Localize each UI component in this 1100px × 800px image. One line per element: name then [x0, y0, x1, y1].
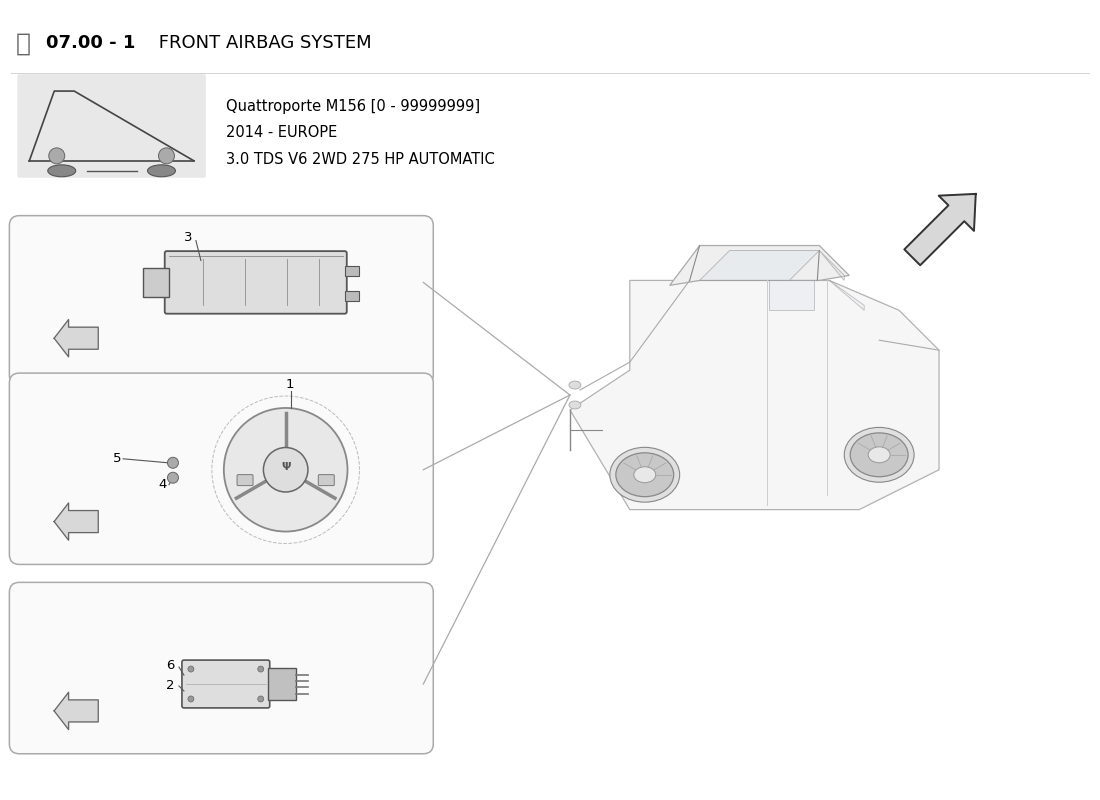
Polygon shape	[904, 194, 976, 266]
FancyBboxPatch shape	[182, 660, 270, 708]
Text: ⛜: ⛜	[15, 31, 31, 55]
Text: 07.00 - 1: 07.00 - 1	[46, 34, 135, 52]
Circle shape	[263, 447, 308, 492]
Text: 3.0 TDS V6 2WD 275 HP AUTOMATIC: 3.0 TDS V6 2WD 275 HP AUTOMATIC	[226, 152, 495, 167]
Polygon shape	[54, 319, 98, 357]
Polygon shape	[769, 281, 814, 310]
Polygon shape	[570, 281, 939, 510]
FancyBboxPatch shape	[318, 474, 334, 486]
Text: Quattroporte M156 [0 - 99999999]: Quattroporte M156 [0 - 99999999]	[226, 98, 480, 114]
Ellipse shape	[147, 165, 175, 177]
Bar	[143, 268, 168, 297]
Ellipse shape	[47, 165, 76, 177]
Ellipse shape	[868, 447, 890, 462]
Text: 2014 - EUROPE: 2014 - EUROPE	[226, 126, 337, 141]
Ellipse shape	[616, 453, 673, 497]
Circle shape	[167, 472, 178, 483]
Circle shape	[257, 696, 264, 702]
Ellipse shape	[850, 433, 909, 477]
Circle shape	[257, 666, 264, 672]
Text: 1: 1	[286, 378, 294, 391]
FancyBboxPatch shape	[10, 216, 433, 385]
Circle shape	[188, 666, 194, 672]
Text: Ψ: Ψ	[280, 462, 290, 472]
FancyBboxPatch shape	[238, 474, 253, 486]
Polygon shape	[829, 281, 865, 310]
Polygon shape	[820, 250, 845, 281]
Circle shape	[167, 458, 178, 468]
Polygon shape	[54, 503, 98, 540]
Bar	[267, 668, 296, 700]
Polygon shape	[670, 246, 849, 286]
Ellipse shape	[569, 401, 581, 409]
Text: 4: 4	[158, 478, 166, 490]
Ellipse shape	[569, 381, 581, 389]
Circle shape	[188, 696, 194, 702]
Text: 5: 5	[113, 452, 122, 465]
Bar	[344, 266, 360, 276]
Ellipse shape	[609, 447, 680, 502]
Bar	[344, 290, 360, 302]
Polygon shape	[700, 250, 820, 281]
Text: 6: 6	[166, 659, 174, 672]
Circle shape	[158, 148, 175, 164]
Circle shape	[223, 408, 348, 531]
Text: 2: 2	[166, 679, 175, 692]
Ellipse shape	[845, 427, 914, 482]
Circle shape	[48, 148, 65, 164]
FancyBboxPatch shape	[10, 373, 433, 565]
Text: 3: 3	[184, 230, 192, 243]
Ellipse shape	[634, 466, 656, 482]
FancyBboxPatch shape	[10, 582, 433, 754]
FancyBboxPatch shape	[165, 251, 346, 314]
Text: FRONT AIRBAG SYSTEM: FRONT AIRBAG SYSTEM	[153, 34, 372, 52]
Polygon shape	[54, 692, 98, 730]
FancyBboxPatch shape	[18, 74, 206, 178]
